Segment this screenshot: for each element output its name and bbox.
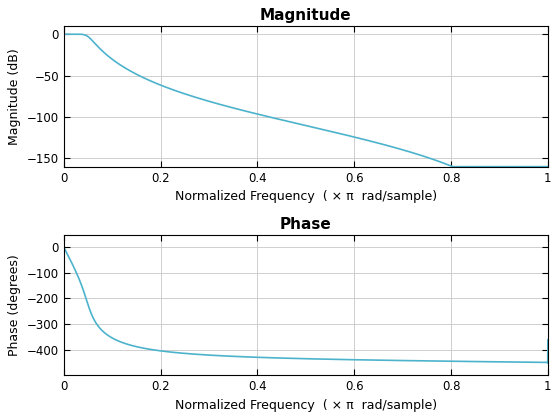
Y-axis label: Magnitude (dB): Magnitude (dB) [8,48,21,144]
Title: Magnitude: Magnitude [260,8,352,24]
X-axis label: Normalized Frequency  ( × π  rad/sample): Normalized Frequency ( × π rad/sample) [175,190,437,203]
Y-axis label: Phase (degrees): Phase (degrees) [8,254,21,356]
Title: Phase: Phase [280,217,332,232]
X-axis label: Normalized Frequency  ( × π  rad/sample): Normalized Frequency ( × π rad/sample) [175,399,437,412]
